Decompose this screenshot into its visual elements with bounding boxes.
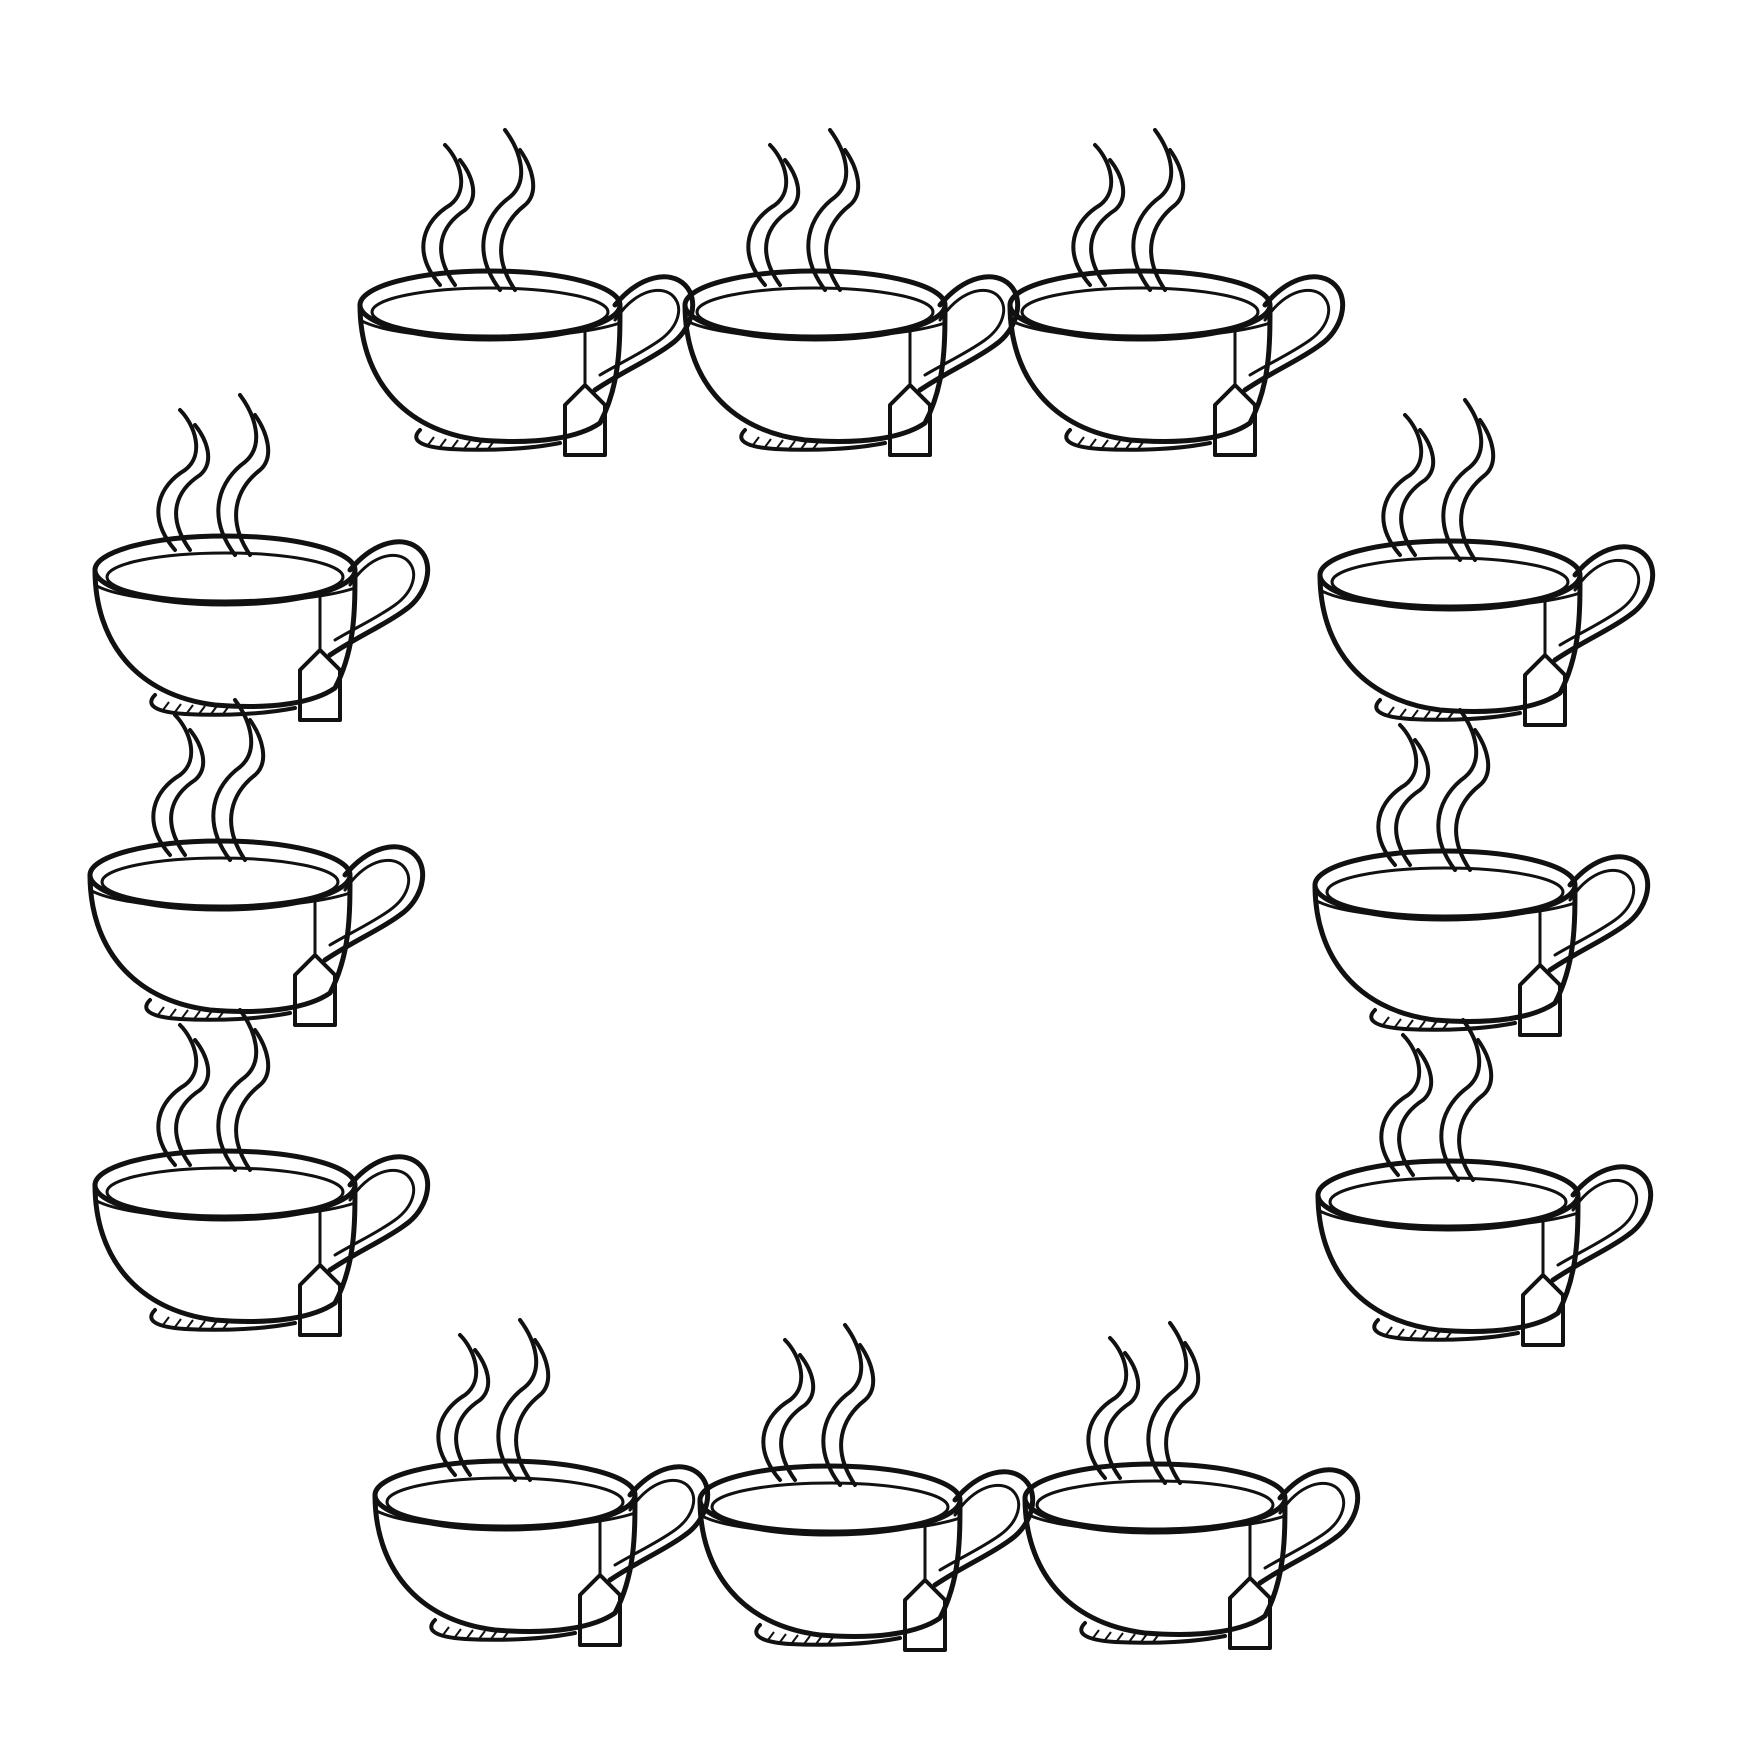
teacup-left-1 (95, 395, 428, 720)
teacup-bottom-1 (375, 1320, 708, 1645)
teacup-top-2 (685, 130, 1018, 455)
teacup-left-3 (95, 1010, 428, 1335)
teacup-bottom-2 (700, 1325, 1033, 1650)
teacup-right-2 (1315, 710, 1648, 1035)
teacup-right-3 (1318, 1020, 1651, 1345)
teacup-right-1 (1320, 400, 1653, 725)
teacup-top-3 (1010, 130, 1343, 455)
teacup-bottom-3 (1025, 1323, 1358, 1648)
teacup-left-2 (90, 700, 423, 1025)
teacup-top-1 (360, 130, 693, 455)
